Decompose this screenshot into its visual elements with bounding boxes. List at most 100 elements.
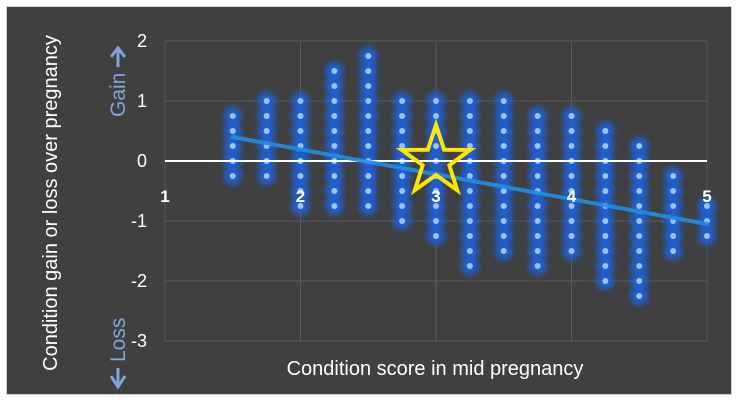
- data-point: [636, 173, 643, 179]
- y-tick-label: 1: [137, 91, 147, 111]
- x-tick-labels: 1 2 3 4 5: [160, 187, 711, 206]
- data-point: [433, 188, 439, 194]
- data-point: [399, 218, 406, 224]
- data-point: [636, 278, 643, 284]
- data-point: [534, 248, 541, 254]
- data-point: [399, 188, 406, 194]
- data-point: [399, 143, 406, 149]
- data-point: [636, 188, 643, 194]
- data-point: [297, 128, 304, 134]
- arrow-down-icon: [109, 368, 127, 390]
- data-point: [263, 98, 270, 104]
- data-point: [365, 68, 372, 74]
- data-point: [297, 173, 304, 179]
- data-point: [466, 248, 473, 254]
- data-point: [466, 98, 473, 104]
- data-point: [636, 293, 643, 299]
- data-point: [602, 233, 609, 239]
- data-point: [534, 113, 541, 119]
- gain-label: Gain: [107, 73, 130, 117]
- data-point: [534, 233, 541, 239]
- arrow-up-icon: [109, 45, 127, 67]
- data-point: [399, 173, 406, 179]
- data-point: [365, 203, 372, 209]
- data-point: [365, 83, 372, 89]
- data-point: [297, 188, 304, 194]
- data-point: [365, 143, 372, 149]
- data-point: [568, 233, 575, 239]
- data-point: [365, 128, 372, 134]
- y-tick-label: 2: [137, 31, 147, 51]
- data-point: [568, 248, 575, 254]
- data-point: [500, 173, 507, 179]
- x-tick-label: 5: [702, 187, 711, 206]
- data-point: [500, 188, 507, 194]
- data-point: [466, 233, 473, 239]
- trend-line-layer: [230, 135, 709, 226]
- data-point: [500, 248, 507, 254]
- data-point: [568, 203, 575, 209]
- data-point: [297, 203, 304, 209]
- data-point: [263, 128, 270, 134]
- data-point: [466, 113, 473, 119]
- data-point: [636, 218, 643, 224]
- loss-tag: Loss: [107, 318, 130, 390]
- data-point: [466, 263, 473, 269]
- data-point: [500, 113, 507, 119]
- data-point: [433, 218, 439, 224]
- data-point: [365, 53, 372, 59]
- data-point: [534, 173, 541, 179]
- data-point: [636, 248, 643, 254]
- data-point: [399, 113, 406, 119]
- data-point: [534, 143, 541, 149]
- data-point: [399, 98, 406, 104]
- data-point: [331, 128, 338, 134]
- data-point: [534, 218, 541, 224]
- data-point: [297, 98, 304, 104]
- data-point: [365, 98, 372, 104]
- data-point: [602, 278, 609, 284]
- data-point: [263, 173, 270, 179]
- data-point: [500, 128, 507, 134]
- data-point: [365, 113, 372, 119]
- data-point: [568, 128, 575, 134]
- data-point: [229, 113, 236, 119]
- data-point: [433, 98, 439, 104]
- star-icon: [395, 118, 477, 196]
- data-point: [297, 113, 304, 119]
- x-tick-label: 4: [567, 187, 577, 206]
- y-axis-title: Condition gain or loss over pregnancy: [40, 35, 62, 371]
- data-point: [500, 233, 507, 239]
- y-tick-label: -2: [131, 271, 147, 291]
- data-point: [568, 218, 575, 224]
- data-point: [636, 143, 643, 149]
- data-point: [602, 263, 609, 269]
- data-point: [466, 173, 473, 179]
- data-point: [500, 143, 507, 149]
- data-point: [433, 143, 439, 149]
- data-point: [534, 203, 541, 209]
- data-point: [602, 218, 609, 224]
- data-point: [263, 113, 270, 119]
- data-point: [602, 143, 609, 149]
- data-point: [433, 203, 439, 209]
- data-point: [229, 143, 236, 149]
- y-tick-label: 0: [137, 151, 147, 171]
- data-point: [704, 203, 710, 209]
- data-point: [568, 173, 575, 179]
- data-point: [331, 113, 338, 119]
- x-axis-title: Condition score in mid pregnancy: [287, 358, 584, 380]
- data-point: [466, 188, 473, 194]
- data-point: [500, 218, 507, 224]
- data-point: [636, 203, 643, 209]
- x-tick-label: 1: [160, 187, 169, 206]
- data-point: [534, 263, 541, 269]
- data-point: [636, 233, 643, 239]
- data-point: [331, 68, 338, 74]
- data-point: [433, 113, 439, 119]
- data-point: [331, 83, 338, 89]
- highlight-star-layer: [395, 118, 477, 196]
- data-point: [466, 218, 473, 224]
- data-point: [670, 173, 677, 179]
